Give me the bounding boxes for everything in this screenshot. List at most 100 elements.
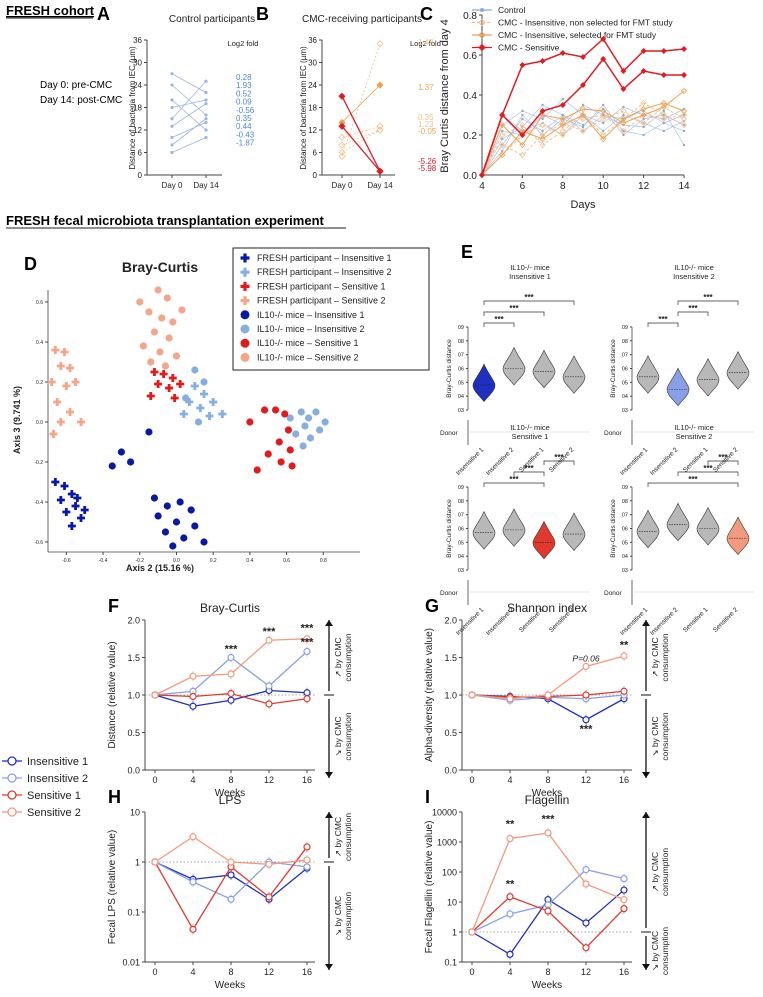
- y-tick-label: 03: [622, 568, 628, 574]
- x-tick-label: 12: [638, 181, 650, 192]
- down-label: consumption: [660, 712, 670, 760]
- y-tick-label: 0.5: [127, 728, 140, 738]
- down-label: consumption: [343, 892, 353, 940]
- y-tick-label: 36: [133, 36, 142, 45]
- pcoa-point: [297, 408, 305, 416]
- legend-label: Insensitive 2: [27, 773, 88, 785]
- y-tick-label: -0.2: [34, 460, 43, 466]
- pcoa-point: [51, 478, 60, 486]
- data-point: [660, 72, 667, 78]
- panel-label-H: H: [108, 787, 121, 807]
- pcoa-point: [165, 384, 174, 392]
- significance-bracket: [677, 471, 739, 476]
- data-point: [204, 98, 208, 102]
- legend-marker: [7, 790, 17, 800]
- panel-I-title: Flagellin: [525, 793, 570, 807]
- significance-annotation: ***: [263, 626, 277, 638]
- pcoa-point: [117, 448, 126, 456]
- pcoa-point: [218, 410, 227, 418]
- data-point: [189, 692, 197, 701]
- data-point: [519, 151, 526, 159]
- pcoa-point: [146, 392, 155, 400]
- data-point: [602, 129, 605, 133]
- down-label: ↘ by CMC: [650, 931, 660, 971]
- fold-label: -0.43: [236, 130, 255, 139]
- data-point: [151, 691, 159, 699]
- pcoa-point: [62, 382, 71, 390]
- data-point: [265, 636, 273, 644]
- y-tick-label: 0.0: [127, 766, 140, 776]
- pcoa-point: [284, 426, 293, 434]
- legend-marker: [478, 18, 486, 27]
- data-point: [559, 131, 566, 139]
- violin-body: [696, 357, 720, 397]
- pcoa-point: [281, 410, 289, 418]
- significance-label: ***: [688, 475, 698, 484]
- pcoa-point: [67, 522, 76, 530]
- category-label: Insensitive 1: [455, 606, 486, 637]
- pcoa-point: [108, 462, 116, 470]
- pcoa-point: [77, 418, 86, 426]
- data-point: [519, 132, 526, 138]
- up-label: ↗ by CMC: [650, 852, 660, 892]
- data-point: [521, 117, 524, 121]
- significance-annotation: ***: [580, 724, 594, 736]
- pcoa-point: [154, 286, 162, 294]
- fold-label: -0.05: [418, 127, 437, 136]
- pcoa-point: [150, 368, 159, 376]
- pcoa-point: [49, 430, 58, 438]
- data-point: [600, 131, 607, 139]
- legend-marker: [240, 324, 250, 334]
- data-point: [620, 68, 627, 74]
- data-point: [170, 117, 174, 121]
- data-point: [620, 86, 627, 92]
- day0-label: Day 0: pre-CMC: [40, 80, 112, 91]
- data-point: [660, 48, 667, 54]
- x-tick-label: 12: [264, 775, 274, 785]
- series-line: [171, 80, 207, 120]
- data-point: [338, 133, 346, 142]
- y-tick-label: 08: [458, 499, 464, 505]
- violin-ylabel: Bray-Curtis distance: [610, 499, 617, 558]
- data-point: [561, 113, 564, 117]
- x-tick-label: 16: [619, 775, 629, 785]
- legend-label: FRESH participant – Sensitive 1: [257, 281, 386, 291]
- y-tick-label: 0.5: [444, 728, 457, 738]
- data-point: [662, 129, 665, 133]
- legend-marker: [240, 338, 250, 348]
- y-tick-label: 0.1: [127, 908, 140, 918]
- pcoa-point: [176, 498, 184, 506]
- y-tick-label: 0.2: [463, 131, 477, 142]
- data-point: [660, 111, 667, 119]
- data-point: [600, 56, 607, 62]
- legend-marker: [240, 352, 250, 362]
- pcoa-point: [150, 328, 159, 336]
- x-tick-label: 0: [152, 967, 157, 977]
- pcoa-point: [200, 390, 209, 398]
- panel-D-title: Bray-Curtis: [122, 259, 198, 275]
- fold-label: -0.56: [236, 106, 255, 115]
- pcoa-point: [305, 414, 313, 422]
- data-point: [620, 896, 628, 904]
- y-tick-label: 04: [622, 554, 628, 560]
- data-point: [622, 113, 625, 117]
- panel-F-xlabel: Weeks: [215, 788, 245, 799]
- y-tick-label: 0.2: [36, 380, 43, 386]
- fold-label: -5.98: [418, 164, 437, 173]
- data-point: [170, 72, 174, 76]
- subplot-title-2: Sensitive 1: [512, 432, 549, 441]
- y-tick-label: 30: [133, 59, 142, 68]
- pcoa-point: [200, 378, 208, 386]
- data-point: [582, 919, 590, 927]
- series-line: [171, 137, 207, 153]
- data-point: [579, 105, 587, 113]
- panel-G-xlabel: Weeks: [532, 788, 562, 799]
- significance-label: ***: [494, 315, 504, 324]
- data-point: [376, 122, 384, 130]
- data-point: [170, 150, 174, 155]
- data-point: [499, 112, 506, 118]
- data-point: [559, 102, 566, 108]
- data-point: [680, 115, 688, 123]
- legend-label: IL10-/- mice – Sensitive 1: [257, 338, 359, 348]
